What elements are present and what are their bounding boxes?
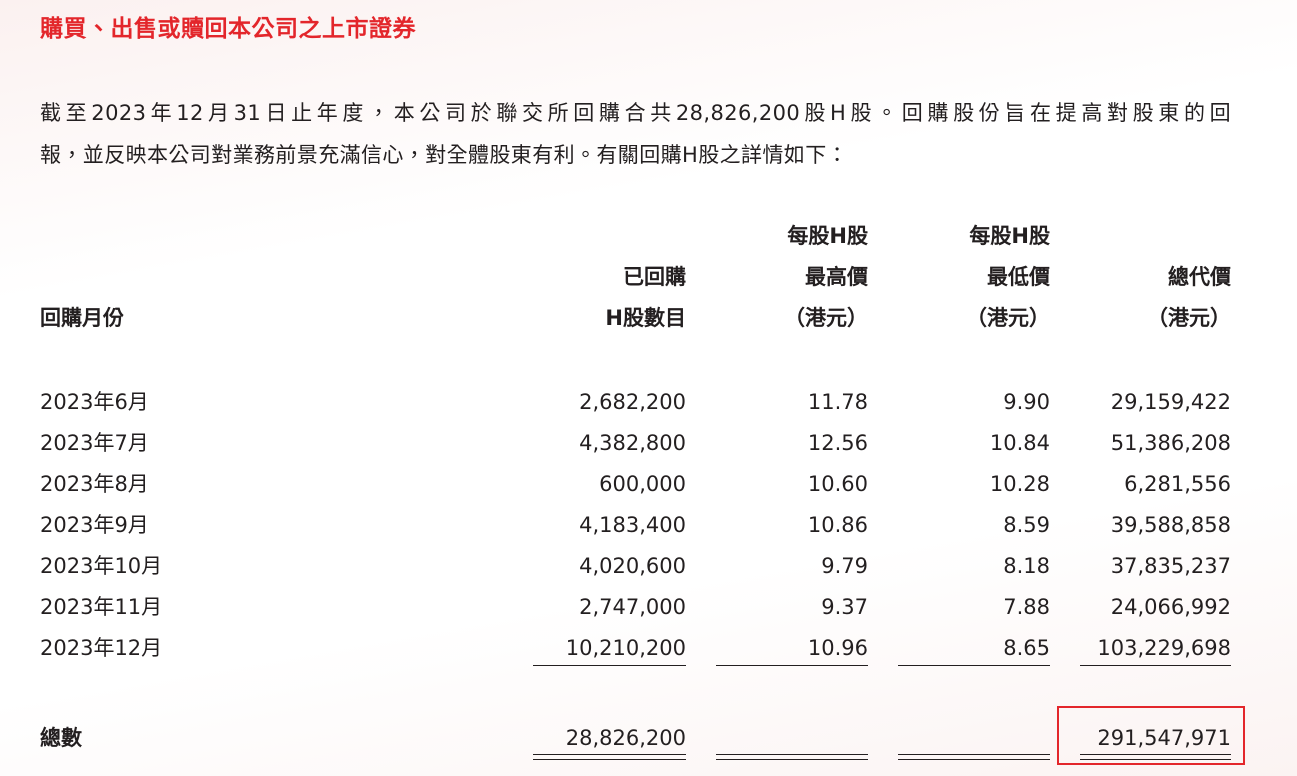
rule (1080, 665, 1231, 666)
cell: 2,747,000 (579, 595, 686, 619)
rule (716, 665, 868, 666)
section-title: 購買、出售或贖回本公司之上市證券 (40, 16, 416, 42)
rule (533, 759, 686, 760)
cell: 600,000 (599, 472, 686, 496)
column-header: 最低價 (987, 265, 1050, 289)
cell: 37,835,237 (1110, 554, 1231, 578)
cell: 10.96 (807, 636, 868, 660)
column-header: 總代價 (1168, 265, 1231, 289)
cell: 9.79 (821, 554, 868, 578)
cell: 10,210,200 (565, 636, 686, 660)
intro-line: 報，並反映本公司對業務前景充滿信心，對全體股東有利。有關回購H股之詳情如下： (40, 143, 848, 167)
cell: 9.90 (1003, 390, 1050, 414)
rule (533, 754, 686, 755)
row-label: 2023年11月 (40, 595, 163, 619)
column-header: 每股H股 (969, 224, 1050, 248)
column-header: 回購月份 (40, 306, 124, 330)
cell: 10.60 (807, 472, 868, 496)
rule (898, 665, 1050, 666)
cell: 8.65 (1003, 636, 1050, 660)
cell: 9.37 (821, 595, 868, 619)
column-header: H股數目 (605, 306, 686, 330)
cell: 7.88 (1003, 595, 1050, 619)
cell: 51,386,208 (1110, 431, 1231, 455)
row-label: 2023年8月 (40, 472, 149, 496)
highlight-box (1057, 706, 1245, 765)
cell: 4,382,800 (579, 431, 686, 455)
cell: 24,066,992 (1110, 595, 1231, 619)
column-header: （港元） (784, 306, 868, 330)
cell: 29,159,422 (1110, 390, 1231, 414)
total-cell: 291,547,971 (1097, 726, 1231, 750)
row-label: 2023年12月 (40, 636, 163, 660)
intro-line: 截至2023年12月31日止年度，本公司於聯交所回購合共28,826,200股H… (40, 101, 1231, 125)
column-header: 每股H股 (787, 224, 868, 248)
cell: 11.78 (807, 390, 868, 414)
rule (716, 754, 868, 755)
column-header: （港元） (1147, 306, 1231, 330)
rule (1080, 754, 1231, 755)
cell: 39,588,858 (1110, 513, 1231, 537)
cell: 10.28 (989, 472, 1050, 496)
rule (716, 759, 868, 760)
rule (1080, 759, 1231, 760)
row-label: 2023年10月 (40, 554, 163, 578)
rule (533, 665, 686, 666)
cell: 4,020,600 (579, 554, 686, 578)
column-header: （港元） (966, 306, 1050, 330)
cell: 6,281,556 (1124, 472, 1231, 496)
cell: 2,682,200 (579, 390, 686, 414)
column-header: 已回購 (623, 265, 686, 289)
rule (898, 754, 1050, 755)
total-cell: 28,826,200 (565, 726, 686, 750)
cell: 103,229,698 (1097, 636, 1231, 660)
row-label: 2023年9月 (40, 513, 149, 537)
column-header: 最高價 (805, 265, 868, 289)
rule (898, 759, 1050, 760)
cell: 10.86 (807, 513, 868, 537)
cell: 8.18 (1003, 554, 1050, 578)
cell: 8.59 (1003, 513, 1050, 537)
cell: 12.56 (807, 431, 868, 455)
row-label: 2023年6月 (40, 390, 149, 414)
cell: 10.84 (989, 431, 1050, 455)
cell: 4,183,400 (579, 513, 686, 537)
row-label: 2023年7月 (40, 431, 149, 455)
total-label: 總數 (40, 726, 82, 750)
